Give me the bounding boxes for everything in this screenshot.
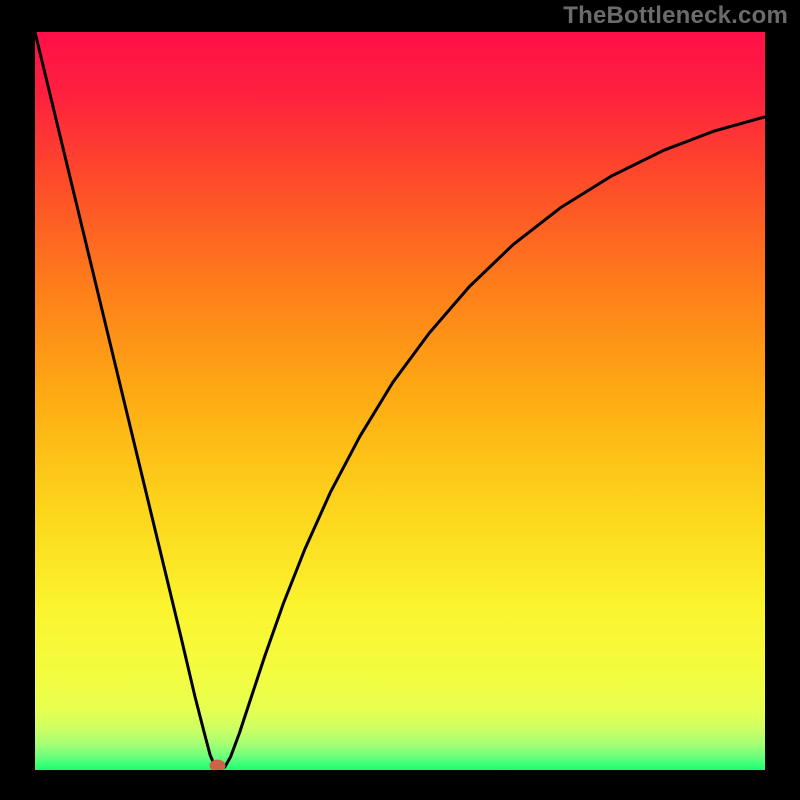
- plot-area: [35, 32, 765, 770]
- min-marker: [210, 760, 226, 770]
- watermark-label: TheBottleneck.com: [563, 2, 788, 30]
- marker-svg: [35, 32, 765, 770]
- chart-container: TheBottleneck.com: [0, 0, 800, 800]
